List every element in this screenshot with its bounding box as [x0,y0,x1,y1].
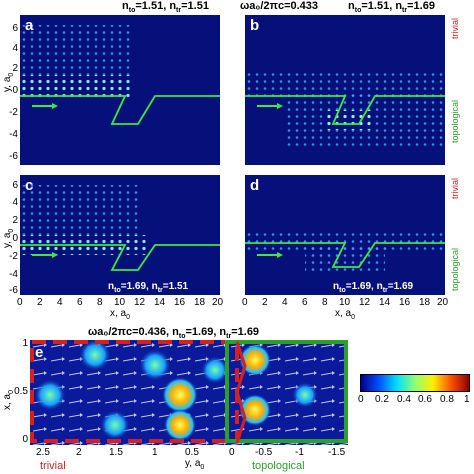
side-label-topological-bottom: topological [450,248,460,292]
panel-c-path [20,244,220,271]
panel-c-field [20,185,220,271]
interface-line [235,341,247,444]
side-label-trivial-top: trivial [450,18,460,40]
y-ticks-top: 6 4 2 0 -2 -4 -6 [9,23,18,162]
side-label-trivial-bottom: trivial [450,178,460,200]
panel-a-path [20,95,220,125]
panel-e-trivial-label: trivial [40,460,66,472]
panel-e-letter: e [35,344,44,361]
header-right: nto=1.51, ntr=1.69 [348,0,435,15]
panel-e-y-label: x, a0 [2,389,15,410]
panel-b-letter: b [250,17,260,34]
x-ticks-right: 0 2 4 6 8 10 12 14 16 18 20 [242,297,449,308]
panel-a-field [20,25,220,125]
panel-b: b [245,15,445,165]
panel-d-field [245,233,445,275]
panel-e-title: ωa₀/2πc=0.436, nto=1.69, ntr=1.69 [88,326,260,341]
panel-d-letter: d [250,177,260,194]
panel-d: d nto=1.69, ntr=1.69 [245,175,445,295]
panel-c-caption: nto=1.69, ntr=1.51 [108,281,189,294]
x-axis-label-right: x, a0 [335,308,356,321]
y-ticks-bottom: 6 4 2 0 -2 -4 -6 [9,180,18,296]
panel-e-topological-label: topological [252,460,305,472]
y-axis-label-bottom: y, a0 [2,228,15,248]
x-axis-label-left: x, a0 [110,308,131,321]
panel-d-caption: nto=1.69, ntr=1.69 [333,281,414,294]
panel-c-letter: c [25,177,34,194]
panel-e-x-label: y, a0 [185,458,205,471]
panel-c: c nto=1.69, ntr=1.51 [20,175,220,295]
panel-e: e [30,340,348,445]
header-left: nto=1.51, ntr=1.51 [122,0,209,15]
header-middle: ωa₀/2πc=0.433 [240,0,319,12]
topological-region [225,340,348,443]
x-ticks-left: 0 2 4 6 8 10 12 14 16 18 20 [17,297,224,308]
side-label-topological-top: topological [450,100,460,144]
panel-b-path [245,95,445,125]
panel-d-path [245,242,445,268]
panel-e-x-ticks: 2.5 2 1.5 1 0.5 0 -0.5 -1 -1.5 [36,447,346,458]
panel-e-y-ticks: 1 0.5 0 [14,338,28,445]
y-axis-label-top: y, a0 [2,72,15,92]
panel-b-field [245,70,445,150]
panel-a-letter: a [25,17,34,34]
colorbar-ticks: 0 0.2 0.4 0.6 0.8 1 [358,394,470,405]
panel-a: a [20,15,220,165]
colorbar [360,374,470,392]
panel-e-field [30,340,348,445]
